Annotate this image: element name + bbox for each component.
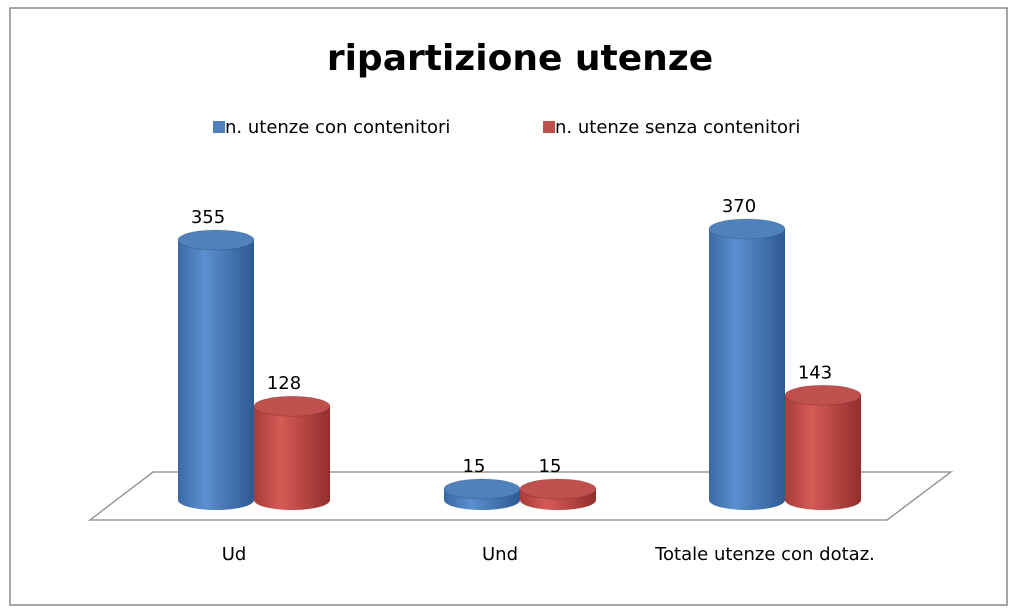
cylinder-top	[519, 478, 597, 500]
data-label: 128	[267, 373, 301, 394]
legend-label: n. utenze senza contenitori	[555, 117, 800, 138]
legend-label: n. utenze con contenitori	[225, 117, 450, 138]
data-label: 370	[722, 196, 756, 217]
cylinder	[785, 395, 861, 510]
cylinder	[178, 239, 254, 510]
cylinder-top	[708, 218, 786, 240]
x-tick-label: Und	[481, 544, 518, 565]
cylinder-top	[443, 478, 521, 500]
data-label: 15	[539, 456, 562, 477]
cylinder	[254, 406, 330, 510]
cylinder	[709, 229, 785, 510]
data-label: 143	[798, 362, 832, 383]
legend-swatch	[213, 121, 225, 133]
cylinder-top	[253, 395, 331, 417]
data-label: 355	[191, 207, 225, 228]
chart-title: ripartizione utenze	[327, 38, 713, 79]
cylinder-top	[784, 384, 862, 406]
x-tick-label: Ud	[221, 544, 247, 565]
x-tick-label: Totale utenze con dotaz.	[655, 544, 875, 565]
legend-swatch	[543, 121, 555, 133]
data-label: 15	[463, 456, 486, 477]
cylinder-top	[177, 229, 255, 251]
